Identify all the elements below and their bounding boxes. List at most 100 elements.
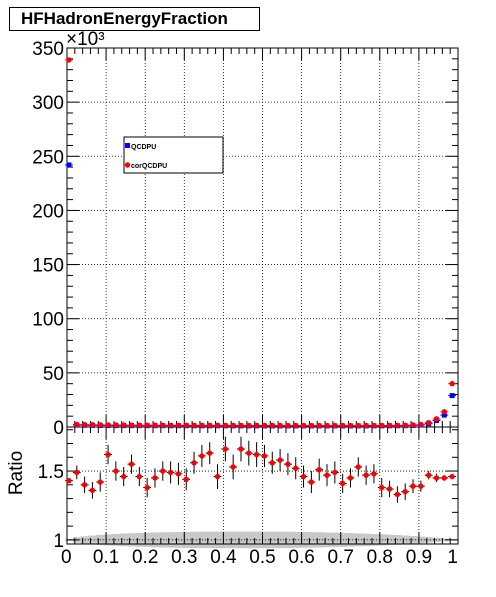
ratio-y-tick-label: 1 xyxy=(53,531,64,552)
data-point-corQCDPU xyxy=(74,421,80,428)
data-point-corQCDPU xyxy=(199,422,205,429)
data-point-corQCDPU xyxy=(230,422,236,429)
data-point-corQCDPU xyxy=(81,421,88,428)
ratio-point xyxy=(394,491,401,498)
data-point-corQCDPU xyxy=(214,422,221,429)
data-point-corQCDPU xyxy=(386,422,393,429)
x-tick-label: 0.3 xyxy=(171,547,197,568)
x-tick-label: 0.8 xyxy=(367,547,393,568)
ratio-point xyxy=(261,453,268,459)
x-tick-label: 1 xyxy=(447,547,458,568)
data-point-corQCDPU xyxy=(293,422,299,429)
ratio-point xyxy=(402,488,408,495)
ratio-point xyxy=(277,457,283,463)
ratio-point xyxy=(97,479,103,485)
data-point-corQCDPU xyxy=(285,422,291,429)
ratio-point xyxy=(269,460,275,466)
legend-marker-corQCDPU xyxy=(124,162,131,168)
data-point-corQCDPU xyxy=(277,422,283,429)
x-axis: 0 0.1 0.2 0.3 0.4 0.5 0.6 0.7 0.8 0.9 1 xyxy=(61,48,459,568)
data-point-corQCDPU xyxy=(261,422,268,429)
ratio-point xyxy=(152,475,158,481)
x-tick-label: 0.5 xyxy=(249,547,275,568)
data-point-corQCDPU xyxy=(347,422,354,429)
ratio-point xyxy=(105,451,111,458)
main-y-axis: 0 50 100 150 200 250 300 350 xyxy=(32,39,458,439)
data-point-corQCDPU xyxy=(308,422,315,429)
ratio-y-axis: 11.5 xyxy=(38,429,458,552)
ratio-point xyxy=(293,465,299,471)
ratio-point xyxy=(136,473,143,480)
main-data-points xyxy=(65,57,457,429)
data-point-corQCDPU xyxy=(394,422,401,429)
ratio-point xyxy=(418,483,424,489)
y-tick-label: 200 xyxy=(32,201,64,222)
data-point-corQCDPU xyxy=(238,422,244,429)
ratio-point xyxy=(433,475,440,481)
ratio-point xyxy=(74,469,80,476)
ratio-point xyxy=(222,446,229,452)
ratio-point xyxy=(449,473,455,480)
ratio-point xyxy=(214,473,221,480)
legend-label-QCDPU: QCDPU xyxy=(131,144,156,151)
data-point-corQCDPU xyxy=(222,422,229,429)
ratio-point xyxy=(128,461,135,467)
data-point-corQCDPU xyxy=(339,422,346,429)
ratio-point xyxy=(324,472,330,478)
data-point-corQCDPU xyxy=(418,421,424,428)
y-tick-label: 0 xyxy=(53,418,64,439)
data-point-corQCDPU xyxy=(105,422,111,428)
ratio-point xyxy=(183,476,189,483)
ratio-data-points xyxy=(65,436,457,503)
y-tick-label: 150 xyxy=(32,256,64,277)
ratio-point xyxy=(410,483,416,489)
x-tick-label: 0.1 xyxy=(93,547,119,568)
data-point-corQCDPU xyxy=(144,422,150,428)
ratio-uncertainty-band xyxy=(65,531,458,549)
ratio-point xyxy=(160,468,166,474)
ratio-point xyxy=(425,472,432,478)
ratio-point xyxy=(363,472,369,478)
ratio-point xyxy=(167,469,174,476)
ratio-y-axis-label: Ratio xyxy=(6,451,27,495)
ratio-point xyxy=(300,473,307,480)
y-tick-label: 350 xyxy=(32,39,64,60)
ratio-point xyxy=(347,475,354,481)
data-point-corQCDPU xyxy=(246,422,252,429)
data-point-corQCDPU xyxy=(449,380,455,387)
data-point-corQCDPU xyxy=(89,422,96,428)
ratio-point xyxy=(355,464,361,470)
data-point-corQCDPU xyxy=(66,57,72,63)
data-point-corQCDPU xyxy=(402,422,408,428)
ratio-point xyxy=(89,487,96,494)
data-point-corQCDPU xyxy=(300,422,307,429)
ratio-point xyxy=(332,469,338,476)
ratio-panel-grid xyxy=(66,427,459,544)
ratio-point xyxy=(81,482,88,488)
data-point-QCDPU xyxy=(441,412,447,418)
data-point-corQCDPU xyxy=(441,409,448,415)
data-point-QCDPU xyxy=(449,393,455,399)
ratio-point xyxy=(66,477,72,484)
ratio-y-tick-label: 1.5 xyxy=(38,462,64,483)
y-tick-label: 250 xyxy=(32,147,64,168)
data-point-corQCDPU xyxy=(269,422,275,429)
data-point-corQCDPU xyxy=(379,422,385,429)
data-point-corQCDPU xyxy=(128,422,135,428)
data-point-corQCDPU xyxy=(363,422,369,429)
ratio-point xyxy=(199,453,205,459)
chart-title: HFHadronEnergyFraction xyxy=(9,7,260,31)
data-point-corQCDPU xyxy=(152,422,158,428)
data-point-corQCDPU xyxy=(355,422,361,429)
ratio-point xyxy=(339,480,346,487)
ratio-point xyxy=(191,460,197,466)
ratio-point xyxy=(316,466,322,473)
data-point-corQCDPU xyxy=(191,422,197,429)
ratio-point xyxy=(113,468,119,474)
y-axis-multiplier: ×10³ xyxy=(66,29,105,50)
main-panel-grid xyxy=(66,47,459,428)
y-tick-label: 100 xyxy=(32,310,64,331)
x-tick-label: 0 xyxy=(61,547,72,568)
ratio-point xyxy=(371,471,377,477)
